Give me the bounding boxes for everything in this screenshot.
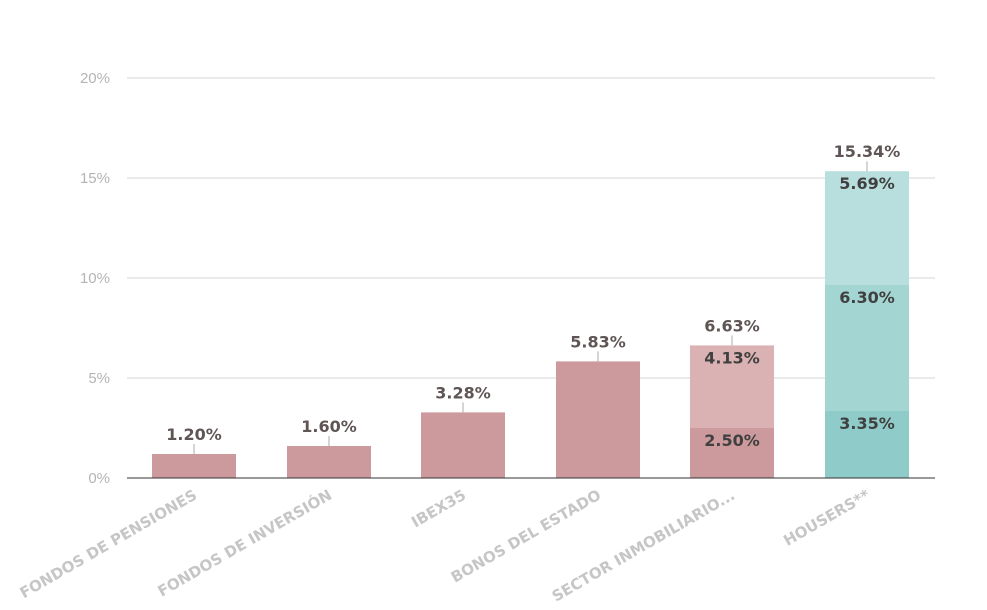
x-category-label: HOUSERS**	[780, 486, 873, 550]
segment-value-label: 4.13%	[704, 348, 760, 367]
x-category-label: IBEX35	[408, 486, 469, 531]
bar-segment	[556, 361, 640, 478]
total-value-label: 1.60%	[301, 417, 357, 436]
bar-segment	[287, 446, 371, 478]
y-tick-label: 15%	[80, 170, 110, 187]
bar-segment	[825, 171, 909, 285]
total-value-label: 5.83%	[570, 332, 626, 351]
bar-segment	[825, 411, 909, 478]
bar-segment	[825, 285, 909, 411]
segment-value-label: 5.69%	[839, 174, 895, 193]
total-value-label: 1.20%	[166, 425, 222, 444]
total-value-label: 3.28%	[435, 383, 491, 402]
bar-segment	[152, 454, 236, 478]
bar-segment	[421, 412, 505, 478]
y-tick-label: 5%	[88, 370, 110, 387]
segment-value-label: 2.50%	[704, 431, 760, 450]
segment-value-label: 6.30%	[839, 288, 895, 307]
total-value-label: 6.63%	[704, 316, 760, 335]
y-tick-label: 10%	[80, 270, 110, 287]
total-value-label: 15.34%	[834, 142, 901, 161]
bar-segment	[690, 345, 774, 428]
y-tick-label: 20%	[80, 70, 110, 87]
segment-value-label: 3.35%	[839, 414, 895, 433]
y-tick-label: 0%	[88, 470, 110, 487]
bar-segment	[690, 428, 774, 478]
